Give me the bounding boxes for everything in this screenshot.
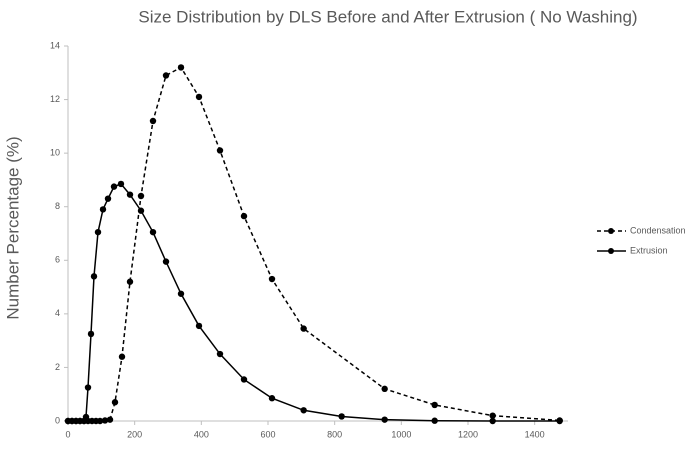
data-point (126, 191, 134, 198)
y-tick-label: 14 (50, 40, 60, 50)
data-point (149, 117, 157, 125)
y-tick-label: 12 (50, 94, 60, 104)
data-point (489, 412, 496, 419)
data-point (216, 350, 224, 358)
legend-marker (608, 228, 614, 234)
data-point (177, 290, 185, 297)
data-point (90, 273, 98, 280)
data-point (104, 195, 112, 202)
data-point (195, 93, 203, 101)
series-line (68, 183, 560, 422)
y-tick-label: 6 (55, 255, 60, 265)
x-tick-label: 400 (194, 429, 209, 439)
data-point (118, 353, 126, 360)
chart-title: Size Distribution by DLS Before and Afte… (138, 7, 637, 26)
data-point (489, 417, 496, 425)
data-point (338, 413, 345, 420)
data-point (162, 258, 170, 265)
data-point (162, 72, 170, 79)
y-axis-label: Number Percentage (%) (3, 136, 22, 319)
data-point (96, 417, 104, 425)
legend-label: Extrusion (630, 245, 668, 255)
data-point (216, 147, 224, 154)
data-point (137, 207, 145, 214)
data-point (94, 228, 102, 236)
x-tick-label: 200 (127, 429, 142, 439)
data-point (431, 417, 438, 424)
data-point (117, 180, 125, 188)
x-tick-label: 1400 (525, 429, 545, 439)
legend-marker (608, 248, 614, 254)
data-point (106, 416, 114, 423)
legend-label: Condensation (630, 225, 686, 235)
data-point (84, 384, 92, 391)
data-point (99, 206, 107, 213)
data-point (110, 183, 118, 190)
data-point (240, 212, 248, 220)
data-point (195, 322, 203, 330)
y-tick-label: 8 (55, 201, 60, 211)
series-line (68, 66, 560, 422)
data-point (240, 376, 248, 383)
data-point (268, 275, 276, 283)
x-tick-label: 600 (260, 429, 275, 439)
data-point (101, 417, 109, 424)
data-point (381, 416, 388, 423)
data-point (268, 395, 276, 402)
data-point (177, 64, 185, 71)
x-tick-label: 1200 (458, 429, 478, 439)
x-tick-label: 0 (65, 429, 70, 439)
x-tick-label: 1000 (391, 429, 411, 439)
data-point (87, 330, 95, 338)
data-point (431, 401, 438, 409)
y-tick-label: 10 (50, 148, 60, 158)
y-tick-label: 0 (55, 415, 60, 425)
data-point (300, 407, 307, 414)
data-point (149, 228, 157, 236)
data-point (82, 413, 90, 421)
data-point (381, 385, 388, 393)
data-point (556, 417, 563, 425)
data-point (300, 325, 307, 332)
x-tick-label: 800 (327, 429, 342, 439)
y-tick-label: 2 (55, 362, 60, 372)
data-point (111, 399, 119, 406)
data-point (137, 192, 145, 200)
y-tick-label: 4 (55, 308, 60, 318)
data-point (126, 278, 134, 285)
